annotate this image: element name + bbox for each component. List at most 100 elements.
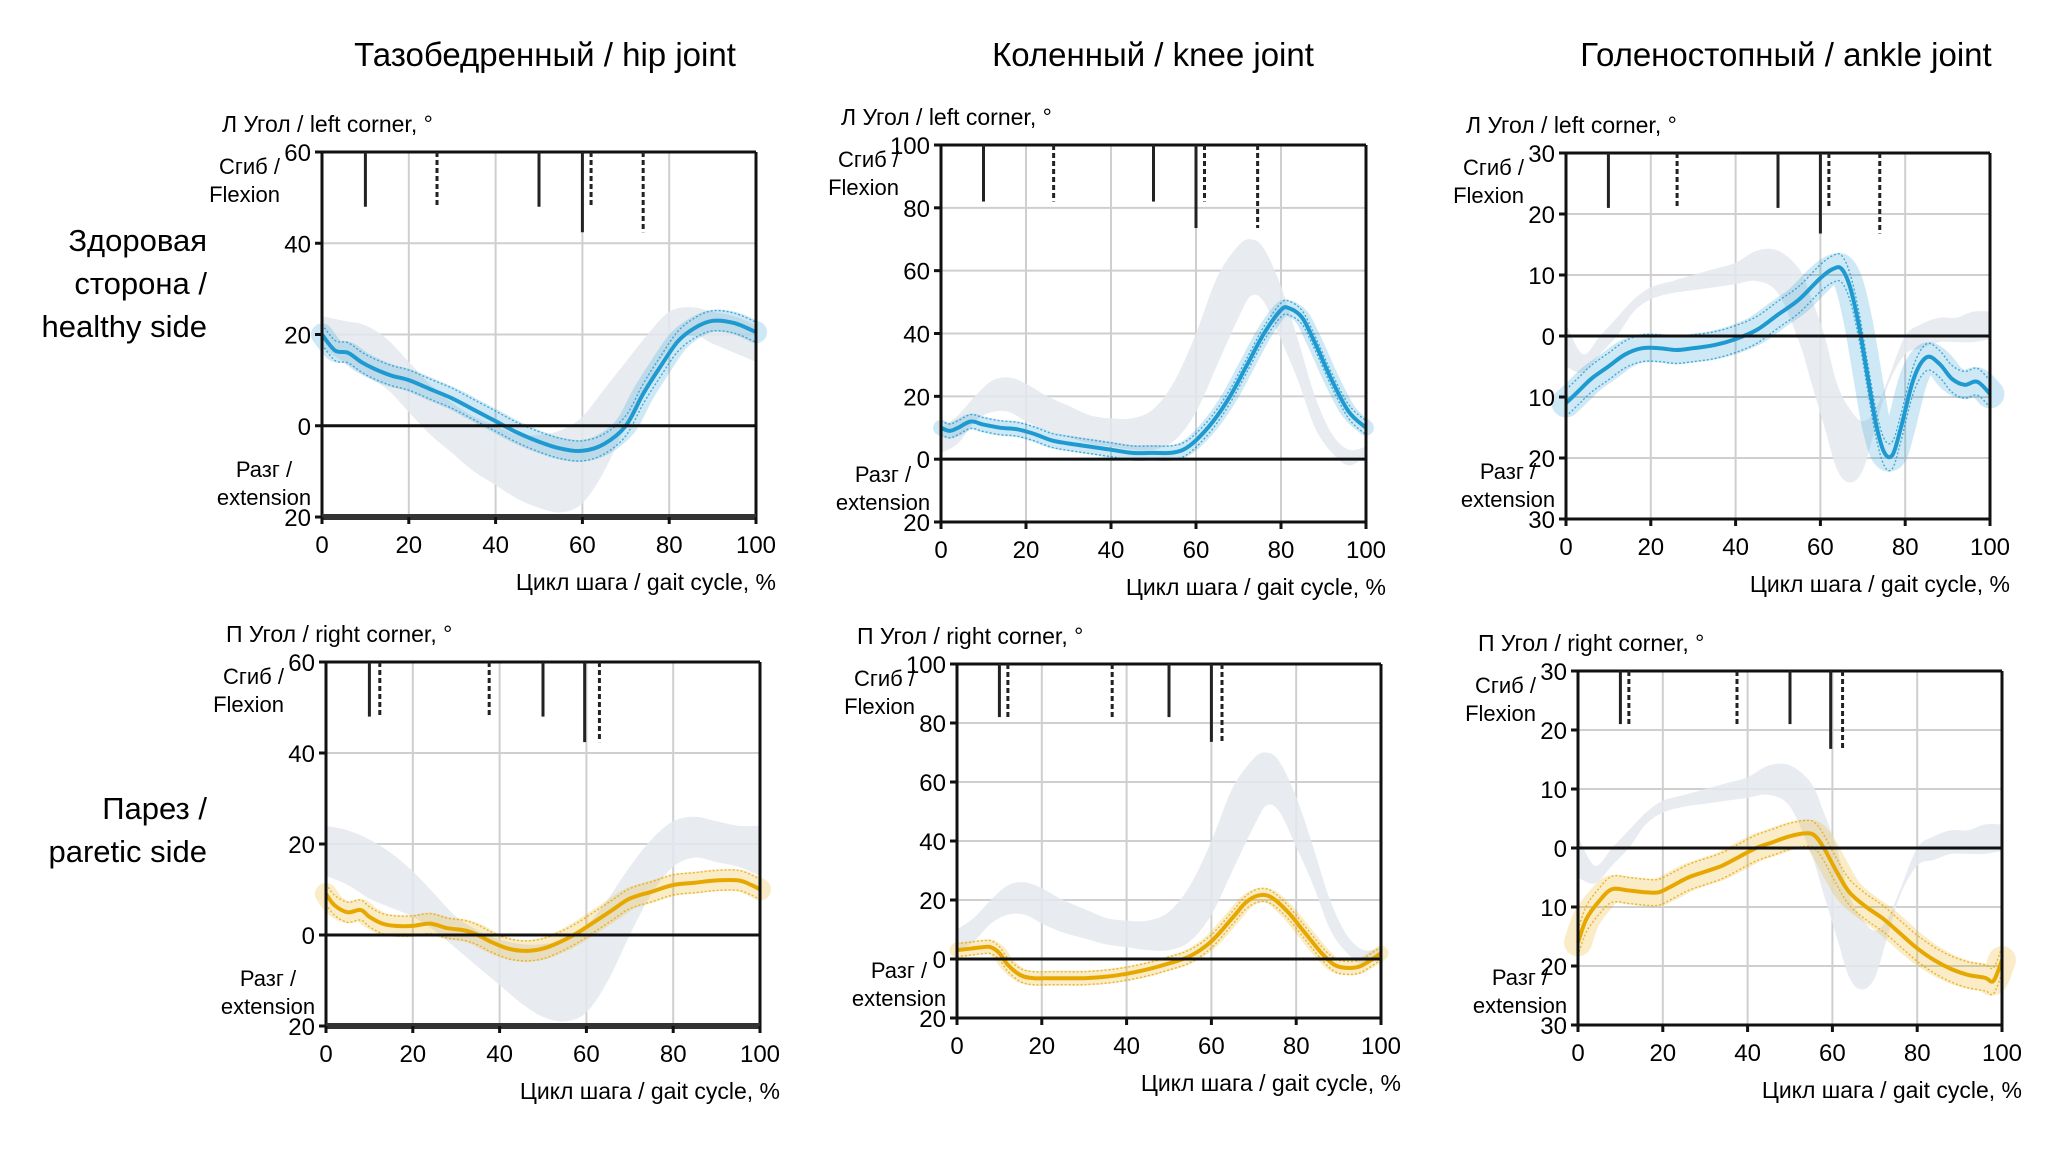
- x-tick-label: 80: [1283, 1033, 1310, 1060]
- variability-band: [1551, 252, 2005, 472]
- row-label-paretic: Парез / paretic side: [48, 791, 207, 869]
- y-tick-label: 100: [906, 652, 946, 679]
- y-tick-label: 10: [1540, 895, 1567, 922]
- row-label-healthy-line2: сторона /: [74, 266, 207, 301]
- upper-sd-line: [1565, 253, 1991, 445]
- y-tick-label: 10: [1528, 263, 1555, 290]
- flexion-label: Flexion: [209, 182, 280, 207]
- x-tick-label: 0: [1559, 534, 1572, 561]
- normative-range-band: [957, 752, 1381, 965]
- row-label-paretic-line1: Парез /: [102, 791, 207, 826]
- extension-label: extension: [852, 986, 946, 1011]
- flexion-label: Сгиб /: [1463, 155, 1525, 180]
- flexion-label: Flexion: [828, 175, 899, 200]
- y-tick-label: 30: [1528, 141, 1555, 168]
- lower-sd-line: [1577, 845, 2003, 996]
- extension-label: Разг /: [1480, 459, 1537, 484]
- x-tick-label: 60: [1198, 1033, 1225, 1060]
- mean-curve-paretic: [324, 877, 761, 953]
- y-tick-label: 20: [1540, 718, 1567, 745]
- flexion-label: Сгиб /: [838, 147, 900, 172]
- y-tick-label: 40: [284, 231, 311, 258]
- extension-label: extension: [836, 490, 930, 515]
- lower-sd-line: [940, 313, 1367, 461]
- y-tick-label: 40: [919, 829, 946, 856]
- mean-curve-healthy: [940, 305, 1368, 456]
- x-tick-label: 40: [482, 532, 509, 559]
- x-tick-label: 80: [1268, 537, 1295, 564]
- x-axis-label: Цикл шага / gait cycle, %: [516, 569, 776, 595]
- y-tick-label: 30: [1540, 1013, 1567, 1040]
- flexion-label: Сгиб /: [219, 154, 281, 179]
- upper-sd-line: [940, 299, 1367, 447]
- lower-sd-line: [1565, 279, 1991, 472]
- y-axis-label: П Угол / right corner, °: [857, 623, 1083, 649]
- x-axis-label: Цикл шага / gait cycle, %: [520, 1078, 780, 1104]
- x-tick-label: 0: [934, 537, 947, 564]
- y-tick-label: 0: [917, 447, 930, 474]
- mean-curve-paretic: [956, 892, 1383, 981]
- row-label-paretic-line2: paretic side: [48, 834, 207, 869]
- x-tick-label: 100: [740, 1041, 780, 1068]
- y-tick-label: 0: [1554, 836, 1567, 863]
- normative-range-band: [326, 816, 760, 1022]
- y-tick-label: 80: [903, 196, 930, 223]
- x-tick-label: 80: [1892, 534, 1919, 561]
- y-tick-label: 30: [1540, 659, 1567, 686]
- upper-sd-line: [321, 309, 757, 442]
- lower-sd-line: [321, 329, 757, 462]
- extension-label: Разг /: [855, 462, 912, 487]
- x-tick-label: 40: [1722, 534, 1749, 561]
- y-tick-label: 10: [1528, 385, 1555, 412]
- y-tick-label: 20: [1540, 954, 1567, 981]
- mean-curve-paretic: [1576, 831, 2004, 984]
- y-tick-label: 10: [1540, 777, 1567, 804]
- extension-label: Разг /: [1492, 965, 1549, 990]
- flexion-label: Flexion: [1453, 183, 1524, 208]
- x-tick-label: 60: [1183, 537, 1210, 564]
- flexion-label: Сгиб /: [1475, 673, 1537, 698]
- x-tick-label: 20: [1637, 534, 1664, 561]
- x-tick-label: 20: [1028, 1033, 1055, 1060]
- x-tick-label: 60: [1819, 1040, 1846, 1067]
- lower-sd-line: [325, 889, 761, 962]
- x-axis-label: Цикл шага / gait cycle, %: [1762, 1077, 2022, 1103]
- x-tick-label: 80: [1904, 1040, 1931, 1067]
- y-tick-label: 20: [919, 888, 946, 915]
- y-tick-label: 20: [903, 510, 930, 537]
- y-tick-label: 20: [1528, 202, 1555, 229]
- normative-range-band: [322, 307, 756, 513]
- x-axis-label: Цикл шага / gait cycle, %: [1141, 1070, 1401, 1096]
- mean-curve-healthy: [320, 318, 757, 454]
- flexion-label: Flexion: [1465, 701, 1536, 726]
- flexion-label: Flexion: [213, 692, 284, 717]
- x-tick-label: 60: [1807, 534, 1834, 561]
- x-tick-label: 80: [660, 1041, 687, 1068]
- extension-label: extension: [221, 994, 315, 1019]
- y-tick-label: 20: [919, 1006, 946, 1033]
- x-tick-label: 80: [656, 532, 683, 559]
- x-tick-label: 100: [1970, 534, 2010, 561]
- extension-label: Разг /: [871, 958, 928, 983]
- extension-label: Разг /: [236, 457, 293, 482]
- y-axis-label: Л Угол / left corner, °: [1466, 112, 1677, 138]
- y-tick-label: 40: [903, 322, 930, 349]
- y-tick-label: 60: [284, 140, 311, 167]
- y-tick-label: 100: [890, 133, 930, 160]
- y-tick-label: 20: [284, 505, 311, 532]
- row-label-healthy-line3: healthy side: [42, 309, 207, 344]
- normative-range-band: [941, 239, 1366, 466]
- y-axis-label: Л Угол / left corner, °: [222, 111, 433, 137]
- x-tick-label: 40: [1734, 1040, 1761, 1067]
- x-axis-label: Цикл шага / gait cycle, %: [1126, 574, 1386, 600]
- upper-sd-line: [1577, 819, 2003, 970]
- y-tick-label: 40: [288, 741, 315, 768]
- y-tick-label: 60: [288, 650, 315, 677]
- extension-label: extension: [217, 485, 311, 510]
